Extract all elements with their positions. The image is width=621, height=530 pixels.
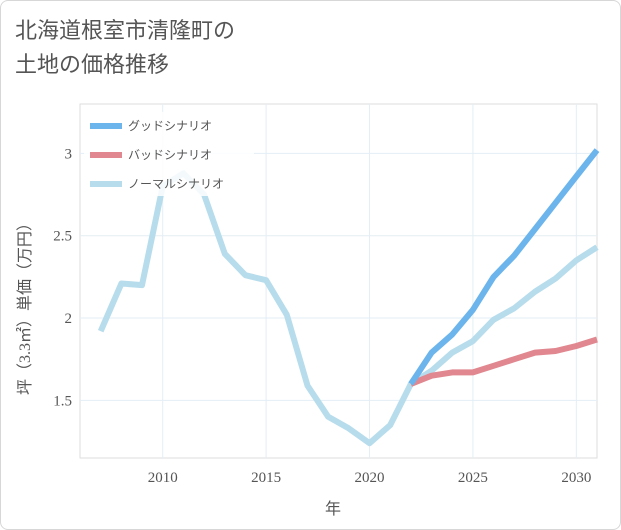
y-tick-label: 2.5 <box>53 229 72 245</box>
y-tick-label: 3 <box>65 146 73 162</box>
x-tick-label: 2025 <box>458 470 488 486</box>
x-tick-label: 2030 <box>561 470 591 486</box>
y-tick-label: 2 <box>65 311 73 327</box>
series-line-1 <box>408 148 600 386</box>
x-tick-label: 2010 <box>148 470 178 486</box>
y-axis-title: 坪（3.3㎡）単価（万円） <box>16 215 34 395</box>
legend-label: グッドシナリオ <box>128 119 212 133</box>
chart-title-line-2: 土地の価格推移 <box>15 53 170 78</box>
x-axis-title: 年 <box>325 500 341 518</box>
legend-label: バッドシナリオ <box>128 148 212 162</box>
chart-title-line-1: 北海道根室市清隆町の <box>15 19 236 44</box>
x-tick-labels: 2010 2015 2020 2025 2030 <box>148 470 592 486</box>
legend-label: ノーマルシナリオ <box>128 177 224 191</box>
y-tick-label: 1.5 <box>53 393 72 409</box>
chart-title: 北海道根室市清隆町の 土地の価格推移 <box>15 15 235 83</box>
x-tick-label: 2020 <box>355 470 385 486</box>
y-tick-labels: 1.5 2 2.5 3 <box>53 146 72 409</box>
x-tick-label: 2015 <box>251 470 281 486</box>
series-line-2 <box>409 336 598 387</box>
